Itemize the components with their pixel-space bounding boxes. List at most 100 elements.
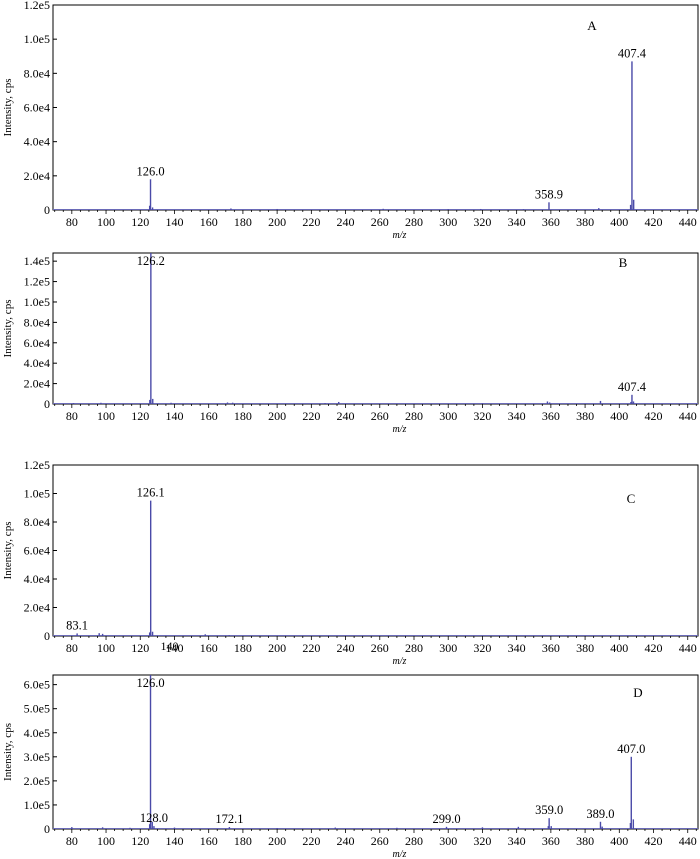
y-axis-title: Intensity, cps xyxy=(2,522,14,580)
x-tick-label: 220 xyxy=(302,834,320,848)
x-tick-label: 100 xyxy=(97,215,115,229)
panel-a: 0 2.0e4 4.0e4 6.0e4 8.0e4 1.0e5 1.2e5 80 100 120 1… xyxy=(2,0,699,241)
y-tick-label: 6.0e4 xyxy=(24,101,50,115)
y-tick-label: 4.0e4 xyxy=(24,572,50,586)
x-tick-label: 420 xyxy=(645,641,663,655)
peak-label: 126.0 xyxy=(136,164,164,178)
x-tick-label: 380 xyxy=(576,641,594,655)
y-tick-label: 6.0e4 xyxy=(24,544,50,558)
x-tick-label: 240 xyxy=(337,409,355,423)
x-tick-label: 280 xyxy=(405,409,423,423)
y-tick-label: 0 xyxy=(44,397,50,411)
y-tick-label: 2.0e4 xyxy=(24,601,50,615)
x-tick-label: 220 xyxy=(302,409,320,423)
y-tick-label: 1.0e5 xyxy=(24,487,50,501)
x-tick-label: 280 xyxy=(405,641,423,655)
x-tick-label: 380 xyxy=(576,215,594,229)
x-tick-label: 120 xyxy=(131,834,149,848)
y-axis-title: Intensity, cps xyxy=(2,79,14,137)
y-tick-label: 4.0e4 xyxy=(24,135,50,149)
y-tick-label: 6.0e5 xyxy=(24,678,50,692)
x-tick-label: 180 xyxy=(234,215,252,229)
panel-letter: D xyxy=(633,685,642,700)
peak-label: 83.1 xyxy=(66,618,88,632)
y-tick-label: 8.0e4 xyxy=(24,66,50,80)
y-tick-label: 1.2e5 xyxy=(24,0,50,12)
x-tick-label: 200 xyxy=(268,215,286,229)
x-tick-label: 420 xyxy=(645,834,663,848)
y-axis-title: Intensity, cps xyxy=(2,723,14,781)
x-tick-label: 80 xyxy=(66,409,78,423)
y-tick-label: 1.0e5 xyxy=(24,295,50,309)
x-tick-label: 320 xyxy=(473,409,491,423)
peak-label: 407.0 xyxy=(617,742,645,756)
x-tick-label: 320 xyxy=(473,215,491,229)
y-tick-label: 8.0e4 xyxy=(24,515,50,529)
x-tick-label: 160 xyxy=(200,641,218,655)
peak-label: 359.0 xyxy=(535,803,563,817)
x-tick-label: 320 xyxy=(473,641,491,655)
x-tick-label: 100 xyxy=(97,641,115,655)
plot-frame xyxy=(52,252,699,405)
y-tick-label: 2.0e4 xyxy=(24,169,50,183)
x-tick-label: 260 xyxy=(371,834,389,848)
peak-label: 126.0 xyxy=(136,676,164,690)
x-tick-label: 360 xyxy=(542,641,560,655)
x-tick-label: 340 xyxy=(508,409,526,423)
x-tick-label: 360 xyxy=(542,409,560,423)
x-tick-label: 300 xyxy=(439,215,457,229)
x-tick-label: 220 xyxy=(302,641,320,655)
x-tick-label: 300 xyxy=(439,834,457,848)
y-tick-label: 4.0e5 xyxy=(24,726,50,740)
x-tick-label: 420 xyxy=(645,409,663,423)
x-axis-title: m/z xyxy=(393,424,407,435)
x-tick-label: 260 xyxy=(371,215,389,229)
x-tick-label: 80 xyxy=(66,641,78,655)
y-tick-label: 1.2e5 xyxy=(24,275,50,289)
x-tick-label: 240 xyxy=(337,215,355,229)
x-tick-label: 440 xyxy=(679,641,697,655)
x-tick-label: 340 xyxy=(508,641,526,655)
panel-b: 0 2.0e4 4.0e4 6.0e4 8.0e4 1.0e5 1.2e5 1.4e5 80 10… xyxy=(2,252,699,435)
x-tick-label: 160 xyxy=(200,409,218,423)
panel-d: 0 1.0e5 2.0e5 3.0e5 4.0e5 5.0e5 6.0e5 80 100 120 1… xyxy=(2,674,699,859)
x-tick-label: 100 xyxy=(97,409,115,423)
x-tick-label: 280 xyxy=(405,834,423,848)
y-tick-label: 0 xyxy=(44,629,50,643)
x-tick-label: 240 xyxy=(337,641,355,655)
x-tick-label: 360 xyxy=(542,215,560,229)
x-axis-title: m/z xyxy=(393,230,407,241)
x-tick-label: 440 xyxy=(679,409,697,423)
x-tick-label: 380 xyxy=(576,409,594,423)
x-tick-label: 340 xyxy=(508,215,526,229)
x-tick-label: 120 xyxy=(131,641,149,655)
y-tick-label: 2.0e4 xyxy=(24,377,50,391)
y-tick-label: 0 xyxy=(44,203,50,217)
x-tick-label: 120 xyxy=(131,215,149,229)
x-tick-label: 340 xyxy=(508,834,526,848)
x-tick-label: 120 xyxy=(131,409,149,423)
x-tick-label: 300 xyxy=(439,409,457,423)
y-tick-label: 4.0e4 xyxy=(24,356,50,370)
panel-letter: A xyxy=(587,18,597,33)
x-tick-label: 280 xyxy=(405,215,423,229)
peak-label: 126.1 xyxy=(137,486,165,500)
x-tick-label: 80 xyxy=(66,834,78,848)
y-tick-label: 0 xyxy=(44,822,50,836)
x-tick-label: 260 xyxy=(371,409,389,423)
panel-letter: B xyxy=(619,255,628,270)
peak-label: 389.0 xyxy=(586,807,614,821)
y-tick-label: 2.0e5 xyxy=(24,774,50,788)
x-tick-label: 140 xyxy=(165,409,183,423)
y-axis-title: Intensity, cps xyxy=(2,300,14,358)
y-tick-label: 5.0e5 xyxy=(24,702,50,716)
x-tick-label: 140 xyxy=(165,215,183,229)
x-tick-label: 180 xyxy=(234,641,252,655)
x-axis-title: m/z xyxy=(393,849,407,859)
x-tick-label: 220 xyxy=(302,215,320,229)
x-tick-label: 400 xyxy=(610,409,628,423)
x-tick-label: 240 xyxy=(337,834,355,848)
y-tick-label: 1.0e5 xyxy=(24,798,50,812)
y-tick-label: 3.0e5 xyxy=(24,750,50,764)
